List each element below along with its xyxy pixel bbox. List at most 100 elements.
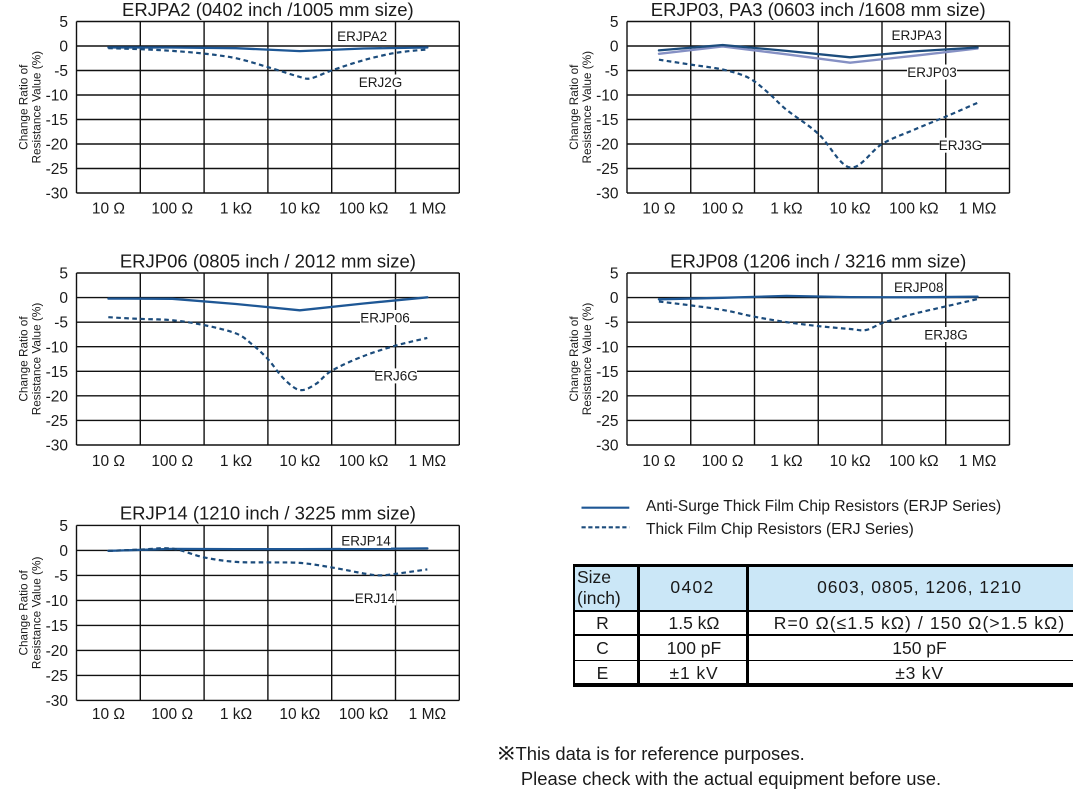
svg-text:-10: -10 — [46, 339, 69, 356]
svg-text:-25: -25 — [596, 413, 618, 430]
svg-text:Change Ratio of: Change Ratio of — [17, 570, 31, 656]
svg-text:5: 5 — [610, 14, 619, 31]
svg-text:-15: -15 — [46, 364, 68, 381]
svg-text:-25: -25 — [596, 161, 618, 178]
svg-text:ERJPA3: ERJPA3 — [891, 28, 941, 43]
svg-text:10 kΩ: 10 kΩ — [279, 453, 320, 470]
svg-text:5: 5 — [59, 14, 68, 31]
svg-text:-15: -15 — [596, 364, 618, 381]
svg-text:0: 0 — [610, 39, 619, 56]
svg-text:100 kΩ: 100 kΩ — [339, 453, 389, 470]
svg-text:1 MΩ: 1 MΩ — [959, 201, 996, 218]
svg-text:-10: -10 — [46, 88, 69, 105]
svg-text:Change Ratio of: Change Ratio of — [567, 316, 581, 402]
svg-text:100 Ω: 100 Ω — [151, 201, 193, 218]
svg-text:-5: -5 — [54, 63, 68, 80]
svg-text:ERJP03, PA3 (0603 inch /1608 m: ERJP03, PA3 (0603 inch /1608 mm size) — [651, 0, 986, 20]
svg-text:Change Ratio of: Change Ratio of — [17, 316, 31, 402]
svg-text:ERJ2G: ERJ2G — [359, 75, 403, 90]
svg-text:ERJP08 (1206 inch / 3216 mm si: ERJP08 (1206 inch / 3216 mm size) — [670, 251, 966, 272]
svg-text:5: 5 — [59, 266, 68, 283]
svg-text:1 MΩ: 1 MΩ — [959, 453, 996, 470]
svg-text:10 Ω: 10 Ω — [92, 453, 125, 470]
svg-text:-15: -15 — [46, 618, 68, 635]
svg-text:-20: -20 — [46, 137, 69, 154]
svg-text:ERJ14: ERJ14 — [355, 591, 396, 606]
svg-text:-5: -5 — [54, 315, 68, 332]
svg-text:ERJP06 (0805 inch / 2012 mm si: ERJP06 (0805 inch / 2012 mm size) — [120, 251, 416, 272]
svg-text:-10: -10 — [46, 593, 69, 610]
svg-text:10 kΩ: 10 kΩ — [830, 201, 871, 218]
svg-text:This data is for reference pur: This data is for reference purposes. — [516, 743, 805, 764]
svg-text:-20: -20 — [596, 389, 619, 406]
svg-text:-30: -30 — [46, 186, 69, 203]
svg-text:-20: -20 — [46, 643, 69, 660]
svg-text:-20: -20 — [596, 137, 619, 154]
svg-text:100 kΩ: 100 kΩ — [889, 453, 939, 470]
svg-text:-30: -30 — [46, 438, 69, 455]
svg-text:100 kΩ: 100 kΩ — [339, 201, 389, 218]
svg-text:1 kΩ: 1 kΩ — [220, 453, 252, 470]
svg-text:100 kΩ: 100 kΩ — [889, 201, 939, 218]
svg-text:ERJPA2 (0402 inch /1005 mm siz: ERJPA2 (0402 inch /1005 mm size) — [122, 0, 414, 20]
svg-text:10 Ω: 10 Ω — [642, 453, 675, 470]
svg-text:-25: -25 — [46, 161, 68, 178]
svg-text:10 Ω: 10 Ω — [92, 706, 125, 723]
svg-text:Change Ratio of: Change Ratio of — [17, 64, 31, 150]
svg-text:0: 0 — [59, 39, 68, 56]
svg-text:Thick Film Chip Resistors (ERJ: Thick Film Chip Resistors (ERJ Series) — [646, 521, 914, 538]
svg-text:ERJP06: ERJP06 — [360, 310, 410, 325]
svg-text:0: 0 — [59, 543, 68, 560]
svg-text:1 kΩ: 1 kΩ — [770, 453, 802, 470]
svg-text:-10: -10 — [596, 339, 619, 356]
svg-text:ERJP14: ERJP14 — [341, 533, 391, 548]
svg-text:-5: -5 — [605, 315, 619, 332]
svg-text:10 kΩ: 10 kΩ — [279, 201, 320, 218]
svg-text:Resistance Value (%): Resistance Value (%) — [30, 51, 44, 164]
svg-text:100 Ω: 100 Ω — [151, 453, 193, 470]
svg-text:5: 5 — [59, 518, 68, 535]
svg-text:ERJP08: ERJP08 — [894, 280, 944, 295]
svg-text:1 kΩ: 1 kΩ — [220, 706, 252, 723]
svg-text:10 Ω: 10 Ω — [92, 201, 125, 218]
svg-text:Resistance Value (%): Resistance Value (%) — [580, 51, 594, 164]
svg-text:100 Ω: 100 Ω — [702, 201, 744, 218]
svg-text:1 MΩ: 1 MΩ — [409, 706, 446, 723]
svg-text:ERJ8G: ERJ8G — [924, 327, 968, 342]
svg-text:1 kΩ: 1 kΩ — [220, 201, 252, 218]
svg-text:1 MΩ: 1 MΩ — [409, 201, 446, 218]
svg-text:100 Ω: 100 Ω — [151, 706, 193, 723]
svg-text:-20: -20 — [46, 389, 69, 406]
svg-text:ERJ6G: ERJ6G — [374, 369, 418, 384]
svg-text:0: 0 — [59, 290, 68, 307]
svg-text:-10: -10 — [596, 88, 619, 105]
svg-text:Anti-Surge Thick Film Chip Res: Anti-Surge Thick Film Chip Resistors (ER… — [646, 498, 1001, 515]
svg-text:5: 5 — [610, 266, 619, 283]
svg-text:-30: -30 — [46, 693, 69, 710]
svg-text:100 kΩ: 100 kΩ — [339, 706, 389, 723]
svg-text:-15: -15 — [46, 112, 68, 129]
svg-text:Please check with the actual e: Please check with the actual equipment b… — [521, 768, 941, 789]
svg-text:100 Ω: 100 Ω — [702, 453, 744, 470]
svg-text:10 Ω: 10 Ω — [642, 201, 675, 218]
svg-text:-15: -15 — [596, 112, 618, 129]
svg-text:0: 0 — [610, 290, 619, 307]
svg-text:Resistance Value (%): Resistance Value (%) — [580, 303, 594, 416]
svg-text:-30: -30 — [596, 186, 619, 203]
svg-text:1 MΩ: 1 MΩ — [409, 453, 446, 470]
svg-text:ERJP03: ERJP03 — [907, 65, 957, 80]
svg-text:ERJ3G: ERJ3G — [939, 138, 983, 153]
svg-text:ERJPA2: ERJPA2 — [337, 29, 387, 44]
svg-text:Resistance Value (%): Resistance Value (%) — [30, 303, 44, 416]
svg-text:-25: -25 — [46, 413, 68, 430]
svg-text:1 kΩ: 1 kΩ — [770, 201, 802, 218]
svg-text:Change Ratio of: Change Ratio of — [567, 64, 581, 150]
svg-text:Resistance Value (%): Resistance Value (%) — [30, 557, 44, 670]
svg-text:10 kΩ: 10 kΩ — [830, 453, 871, 470]
svg-text:-30: -30 — [596, 438, 619, 455]
svg-text:-5: -5 — [54, 568, 68, 585]
svg-text:ERJP14 (1210 inch / 3225 mm si: ERJP14 (1210 inch / 3225 mm size) — [120, 503, 416, 524]
svg-text:-25: -25 — [46, 668, 68, 685]
svg-text:10 kΩ: 10 kΩ — [279, 706, 320, 723]
svg-text:-5: -5 — [605, 63, 619, 80]
